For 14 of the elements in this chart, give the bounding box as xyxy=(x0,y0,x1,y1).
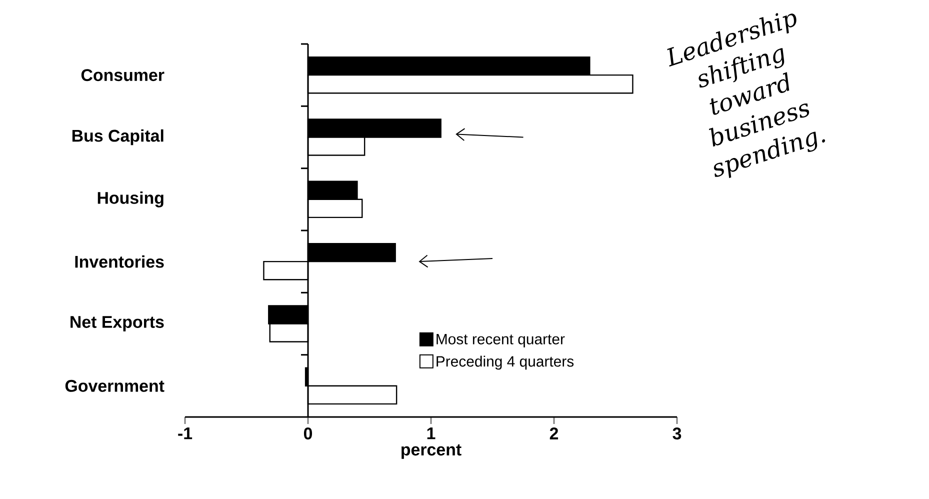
y-tick-label: Net Exports xyxy=(70,316,164,332)
y-tick-label: Housing xyxy=(98,191,164,208)
x-tick-label: 3 xyxy=(672,428,682,440)
x-tick-label: 2 xyxy=(550,428,558,440)
x-tick-label: 0 xyxy=(304,428,312,440)
y-tick-label: Inventories xyxy=(75,255,164,268)
x-tick-label: 1 xyxy=(427,428,436,440)
x-axis-title: percent xyxy=(402,444,462,459)
y-tick-label: Consumer xyxy=(81,69,164,82)
legend-label: Preceding 4 quarters xyxy=(436,356,574,370)
legend-label: Most recent quarter xyxy=(436,334,565,348)
y-tick-label: Bus Capital xyxy=(72,129,164,146)
x-tick-label: -1 xyxy=(178,428,192,440)
y-tick-label: Government xyxy=(65,380,164,392)
